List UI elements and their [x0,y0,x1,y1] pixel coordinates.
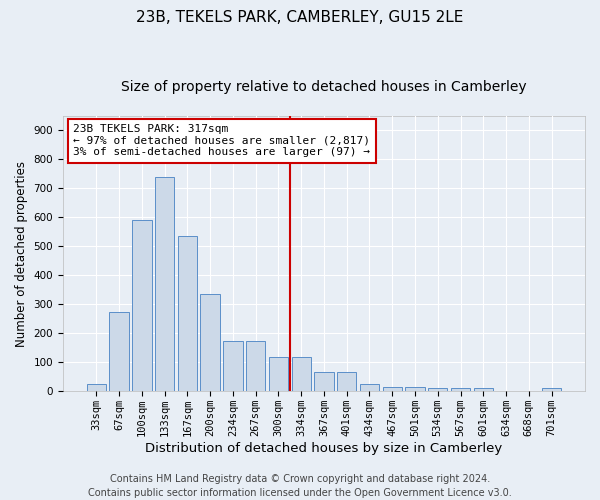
Bar [383,387,402,392]
Bar [200,294,220,392]
Text: 23B, TEKELS PARK, CAMBERLEY, GU15 2LE: 23B, TEKELS PARK, CAMBERLEY, GU15 2LE [136,10,464,25]
Y-axis label: Number of detached properties: Number of detached properties [15,160,28,346]
Bar [223,340,242,392]
Bar [246,340,265,392]
Bar [337,372,356,392]
Bar [132,220,152,392]
X-axis label: Distribution of detached houses by size in Camberley: Distribution of detached houses by size … [145,442,503,455]
Title: Size of property relative to detached houses in Camberley: Size of property relative to detached ho… [121,80,527,94]
Bar [473,388,493,392]
Bar [428,388,448,392]
Text: Contains HM Land Registry data © Crown copyright and database right 2024.
Contai: Contains HM Land Registry data © Crown c… [88,474,512,498]
Bar [314,372,334,392]
Bar [178,236,197,392]
Bar [451,388,470,392]
Text: 23B TEKELS PARK: 317sqm
← 97% of detached houses are smaller (2,817)
3% of semi-: 23B TEKELS PARK: 317sqm ← 97% of detache… [73,124,370,158]
Bar [269,356,288,392]
Bar [155,177,174,392]
Bar [360,384,379,392]
Bar [406,387,425,392]
Bar [542,388,561,392]
Bar [109,312,129,392]
Bar [292,356,311,392]
Bar [86,384,106,392]
